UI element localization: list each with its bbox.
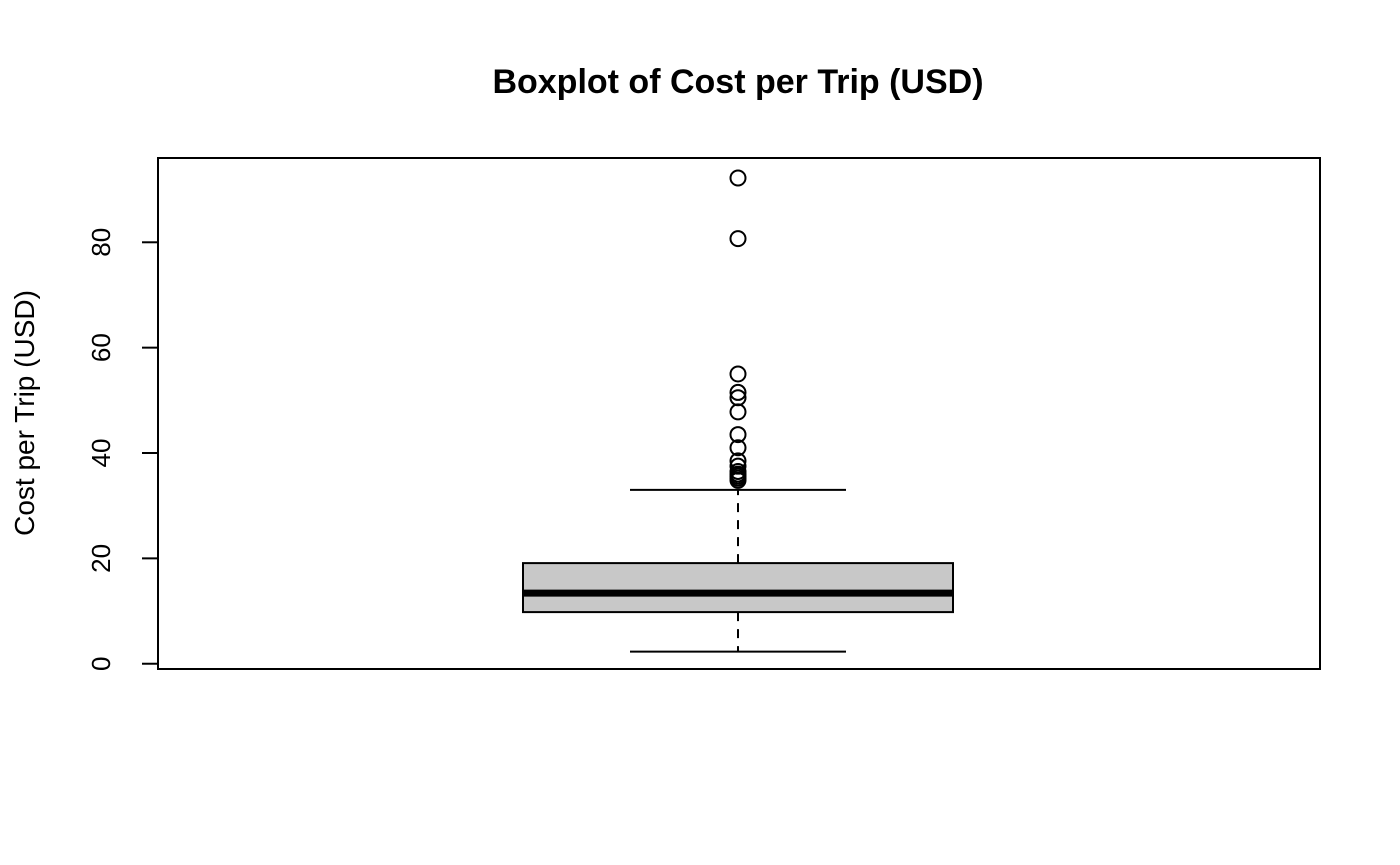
outlier-point-13 xyxy=(729,230,747,248)
y-axis: 0 20 40 60 80 xyxy=(86,228,159,671)
box-group xyxy=(522,488,954,653)
y-tick-label-80: 80 xyxy=(86,228,116,257)
y-tick-label-40: 40 xyxy=(86,439,116,468)
chart-title: Boxplot of Cost per Trip (USD) xyxy=(492,63,983,101)
outlier-point-4 xyxy=(729,462,747,480)
outlier-point-6 xyxy=(729,452,747,470)
y-tick-label-0: 0 xyxy=(86,656,116,670)
outlier-point-7 xyxy=(729,439,747,457)
outlier-point-8 xyxy=(729,426,747,444)
y-tick-label-20: 20 xyxy=(86,544,116,573)
y-tick-label-60: 60 xyxy=(86,333,116,362)
outliers xyxy=(729,169,747,489)
y-axis-label: Cost per Trip (USD) xyxy=(9,290,40,536)
outlier-point-14 xyxy=(729,169,747,187)
outlier-point-10 xyxy=(729,389,747,407)
outlier-point-11 xyxy=(729,383,747,401)
iqr-box xyxy=(522,562,954,614)
outlier-point-9 xyxy=(729,403,747,421)
outlier-point-12 xyxy=(729,365,747,383)
outlier-point-5 xyxy=(729,457,747,475)
